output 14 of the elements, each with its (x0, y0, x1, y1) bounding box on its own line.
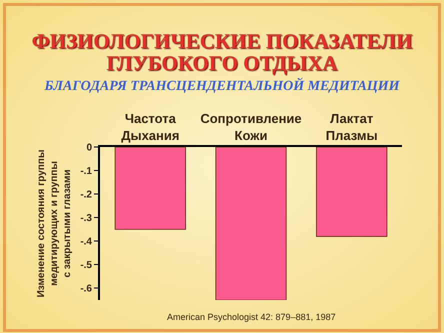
chart-subtitle: БЛАГОДАРЯ ТРАНСЦЕНДЕНТАЛЬНОЙ МЕДИТАЦИИ (43, 79, 401, 95)
y-tick-label: -.1 (80, 166, 92, 178)
y-tick-label: -.6 (80, 284, 92, 295)
x-tick-label: Лактат Плазмы (326, 110, 378, 143)
y-tick-label: -.4 (80, 236, 92, 248)
y-axis-title: Изменение состояния группы медитирующих и группы с закрытыми глазами (36, 150, 73, 298)
y-tick-label: -.2 (80, 190, 92, 201)
x-tick-label: Частота Дыхания (121, 110, 180, 143)
y-tick-label: -.5 (80, 260, 92, 272)
text: American Psychologist 42: 879–881, 1987 (167, 312, 336, 322)
y-tick-label: -.3 (80, 213, 92, 224)
y-tick-label: 0 (86, 142, 92, 154)
chart-title: ФИЗИОЛОГИЧЕСКИЕ ПОКАЗАТЕЛИ ГЛУБОКОГО ОТДЫХА (30, 29, 414, 75)
x-tick-label: Сопротивление Кожи (200, 110, 302, 143)
